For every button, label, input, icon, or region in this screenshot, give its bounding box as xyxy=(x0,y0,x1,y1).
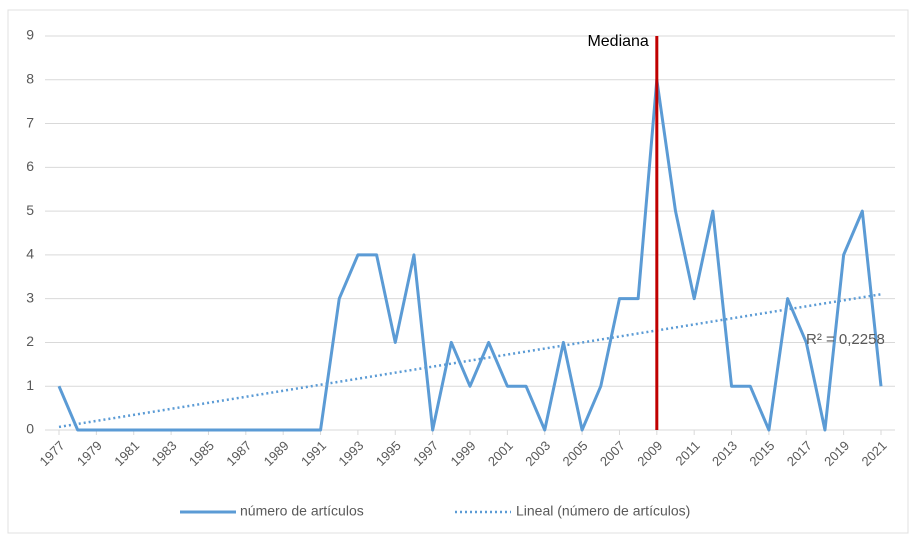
x-tick-label: 2011 xyxy=(672,438,702,468)
trendline xyxy=(58,293,882,429)
legend-label: número de artículos xyxy=(240,503,364,519)
y-tick-label: 4 xyxy=(26,246,34,262)
y-tick-label: 1 xyxy=(26,377,34,393)
x-tick-label: 2015 xyxy=(746,438,777,469)
x-tick-label: 1993 xyxy=(335,438,366,469)
x-tick-label: 2001 xyxy=(485,438,516,469)
x-tick-label: 1991 xyxy=(298,438,329,469)
x-tick-label: 1979 xyxy=(74,438,105,469)
legend-label: Lineal (número de artículos) xyxy=(516,503,690,519)
y-tick-label: 0 xyxy=(26,421,34,437)
x-tick-label: 1987 xyxy=(223,438,254,469)
series-line xyxy=(57,78,883,432)
x-tick-label: 1989 xyxy=(261,438,292,469)
x-tick-label: 2017 xyxy=(784,438,815,469)
x-tick-label: 1999 xyxy=(447,438,478,469)
y-tick-label: 7 xyxy=(26,114,34,130)
x-tick-label: 1985 xyxy=(186,438,217,469)
y-tick-label: 9 xyxy=(26,27,34,43)
chart-frame xyxy=(7,9,909,534)
x-tick-label: 1983 xyxy=(149,438,180,469)
x-tick-label: 2009 xyxy=(634,438,665,469)
x-tick-label: 2019 xyxy=(821,438,852,469)
y-tick-label: 3 xyxy=(26,289,34,305)
x-tick-label: 1995 xyxy=(373,438,404,469)
x-tick-label: 2007 xyxy=(597,438,628,469)
x-tick-label: 2005 xyxy=(560,438,591,469)
y-tick-label: 2 xyxy=(26,333,34,349)
y-tick-label: 5 xyxy=(26,202,34,218)
y-tick-label: 6 xyxy=(26,158,34,174)
x-tick-label: 2003 xyxy=(522,438,553,469)
x-tick-label: 2013 xyxy=(709,438,740,469)
x-tick-label: 1977 xyxy=(36,438,67,469)
r-squared: R² = 0,2258 xyxy=(806,331,885,348)
x-tick-label: 1981 xyxy=(111,438,142,469)
x-tick-label: 2021 xyxy=(858,438,889,469)
x-tick-label: 1997 xyxy=(410,438,441,469)
y-tick-label: 8 xyxy=(26,70,34,86)
median-label: Mediana xyxy=(587,33,648,50)
